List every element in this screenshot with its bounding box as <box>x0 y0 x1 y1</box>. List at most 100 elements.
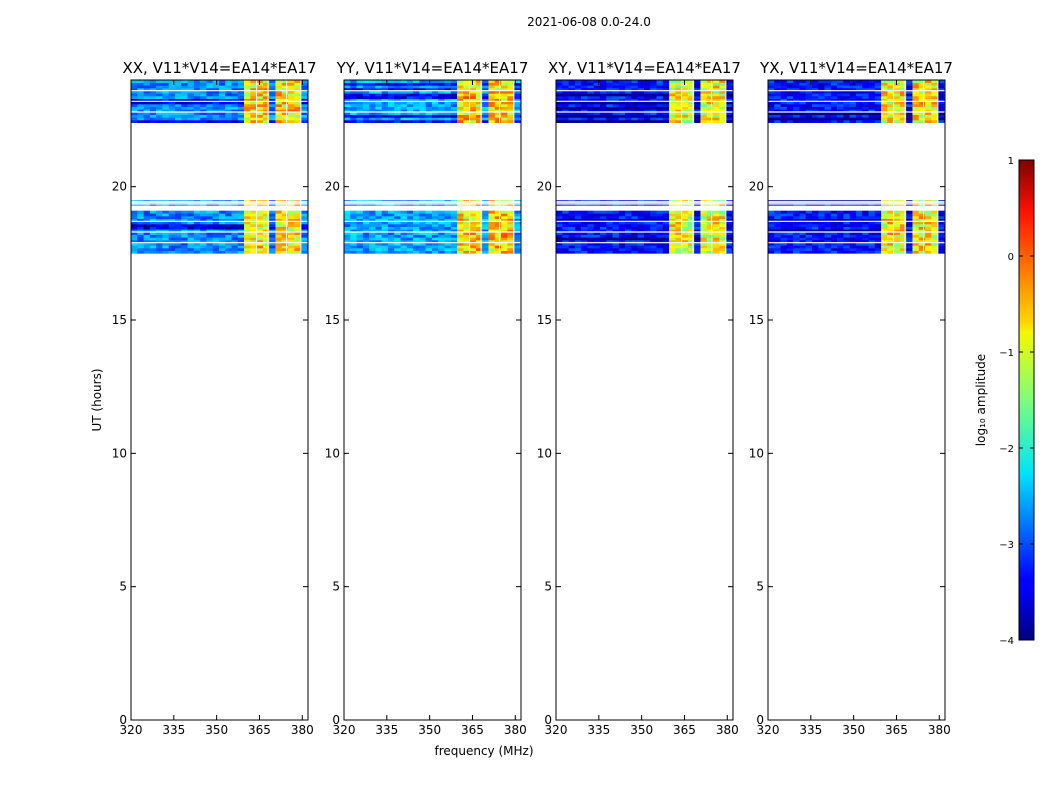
heatmap-cell <box>687 120 695 123</box>
heatmap-cell <box>793 80 800 83</box>
heatmap-cell <box>918 93 926 97</box>
heatmap-cell <box>681 96 689 99</box>
heatmap-cell <box>780 101 788 105</box>
heatmap-cell <box>168 242 176 246</box>
heatmap-cell <box>225 226 232 230</box>
heatmap-cell <box>425 101 433 105</box>
heatmap-cell <box>881 245 888 249</box>
heatmap-cell <box>394 98 401 102</box>
heatmap-cell <box>899 232 907 235</box>
heatmap-cell <box>780 237 788 241</box>
heatmap-cell <box>463 245 470 249</box>
heatmap-cell <box>843 234 850 238</box>
heatmap-cell <box>725 96 733 99</box>
heatmap-cell <box>675 109 682 113</box>
heatmap-cell <box>218 96 226 99</box>
heatmap-cell <box>168 109 176 113</box>
heatmap-cell <box>662 112 670 115</box>
heatmap-cell <box>187 210 195 214</box>
heatmap-cell <box>143 106 151 110</box>
heatmap-cell <box>681 245 689 249</box>
heatmap-cell <box>494 221 502 225</box>
heatmap-cell <box>206 213 213 217</box>
heatmap-cell <box>482 224 489 227</box>
heatmap-cell <box>181 213 188 217</box>
heatmap-cell <box>793 120 800 123</box>
heatmap-cell <box>244 80 251 83</box>
heatmap-cell <box>156 120 163 123</box>
heatmap-cell <box>131 218 138 222</box>
heatmap-cell <box>362 101 370 105</box>
heatmap-cell <box>438 224 445 227</box>
heatmap-cell <box>606 242 613 246</box>
heatmap-cell <box>419 120 426 123</box>
heatmap-cell <box>513 250 521 254</box>
heatmap-cell <box>262 224 270 227</box>
heatmap-cell <box>606 216 613 219</box>
heatmap-cell <box>200 240 207 243</box>
heatmap-cell <box>137 245 144 249</box>
heatmap-cell <box>444 93 452 97</box>
heatmap-cell <box>849 80 857 83</box>
heatmap-cell <box>444 90 452 94</box>
heatmap-cell <box>400 80 408 83</box>
heatmap-cell <box>768 112 775 115</box>
heatmap-cell <box>457 80 464 83</box>
heatmap-cell <box>868 80 876 83</box>
heatmap-cell <box>400 96 408 99</box>
x-tick-label: 320 <box>333 723 356 737</box>
heatmap-cell <box>849 213 857 217</box>
heatmap-cell <box>811 98 819 102</box>
heatmap-cell <box>168 101 176 105</box>
heatmap-cell <box>131 237 138 241</box>
heatmap-cell <box>200 226 207 230</box>
heatmap-cell <box>394 96 401 99</box>
heatmap-cell <box>824 109 832 113</box>
heatmap-cell <box>212 117 220 121</box>
heatmap-cell <box>906 88 913 91</box>
heatmap-cell <box>793 240 800 243</box>
heatmap-cell <box>687 93 695 97</box>
heatmap-cell <box>768 85 775 89</box>
heatmap-cell <box>463 210 470 214</box>
heatmap-cell <box>344 221 351 225</box>
heatmap-cell <box>225 88 232 91</box>
heatmap-cell <box>193 248 201 251</box>
heatmap-cell <box>413 221 420 225</box>
heatmap-cell <box>143 213 151 217</box>
heatmap-cell <box>830 213 838 217</box>
heatmap-cell <box>362 242 370 246</box>
heatmap-cell <box>394 224 401 227</box>
heatmap-cell <box>706 210 714 214</box>
heatmap-cell <box>269 245 276 249</box>
heatmap-cell <box>369 229 376 233</box>
heatmap-cell <box>587 104 594 107</box>
heatmap-cell <box>262 112 270 115</box>
heatmap-cell <box>381 117 389 121</box>
heatmap-cell <box>918 98 926 102</box>
heatmap-cell <box>612 226 620 230</box>
colorbar-tick-label: −3 <box>999 540 1014 551</box>
x-tick-label: 335 <box>799 723 822 737</box>
heatmap-cell <box>893 229 901 233</box>
heatmap-cell <box>881 117 888 121</box>
heatmap-cell <box>862 114 869 118</box>
heatmap-cell <box>444 218 452 222</box>
heatmap-cell <box>669 221 676 225</box>
heatmap-cell <box>288 109 295 113</box>
heatmap-cell <box>231 93 239 97</box>
heatmap-cell <box>713 224 720 227</box>
heatmap-cell <box>662 106 670 110</box>
heatmap-cell <box>444 104 452 107</box>
heatmap-cell <box>818 234 825 238</box>
heatmap-cell <box>131 250 138 254</box>
heatmap-cell <box>606 218 613 222</box>
heatmap-cell <box>562 250 569 254</box>
heatmap-cell <box>887 210 894 214</box>
heatmap-cell <box>818 218 825 222</box>
heatmap-cell <box>906 104 913 107</box>
heatmap-cell <box>269 213 276 217</box>
heatmap-cell <box>356 226 364 230</box>
heatmap-cell <box>269 120 276 123</box>
heatmap-cell <box>631 112 638 115</box>
